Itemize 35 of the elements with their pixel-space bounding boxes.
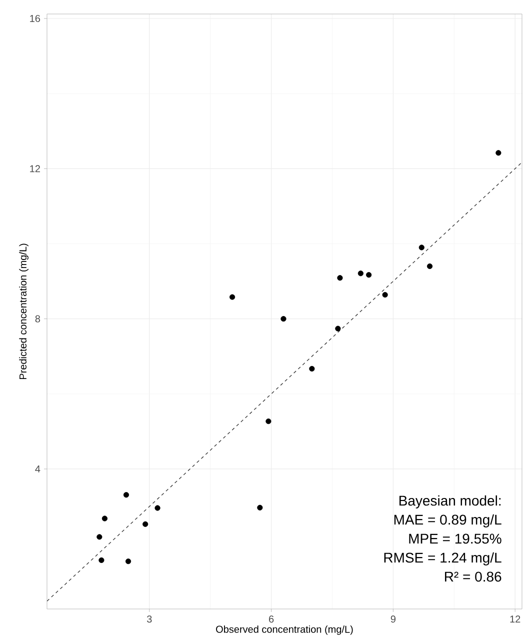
point [102, 516, 108, 522]
annotation: R² = 0.86 [445, 572, 502, 582]
y-tick-label: 12 [30, 165, 40, 172]
y-tick-label: 16 [30, 14, 40, 22]
point [335, 326, 341, 332]
point [229, 294, 236, 300]
point [142, 521, 148, 527]
point [125, 558, 132, 564]
annotation: MAE = 0.89 mg/L [394, 514, 502, 528]
point [426, 263, 433, 270]
point [280, 316, 286, 322]
point [418, 244, 424, 250]
y-axis-title: Predicted concentration (mg/L) [19, 244, 28, 380]
x-tick-label: 12 [510, 616, 520, 623]
x-tick-label: 6 [269, 616, 274, 623]
point [309, 366, 315, 372]
annotation: Bayesian model: [399, 495, 501, 508]
y-tick-label: 4 [35, 466, 40, 472]
y-tick-label: 8 [35, 315, 40, 322]
point [337, 275, 343, 281]
x-tick-label: 3 [146, 616, 152, 623]
point [98, 557, 104, 563]
point [154, 505, 160, 511]
point [257, 504, 263, 510]
point [96, 534, 102, 540]
annotation: RMSE = 1.24 mg/L [384, 552, 502, 566]
annotation: MPE = 19.55% [409, 534, 502, 544]
x-axis-title: Observed concentration (mg/L) [216, 625, 353, 635]
point [496, 150, 502, 156]
point [123, 492, 130, 498]
point [266, 418, 272, 424]
x-tick-label: 9 [390, 616, 396, 623]
point [382, 292, 388, 298]
point [358, 270, 364, 276]
point [366, 272, 372, 278]
